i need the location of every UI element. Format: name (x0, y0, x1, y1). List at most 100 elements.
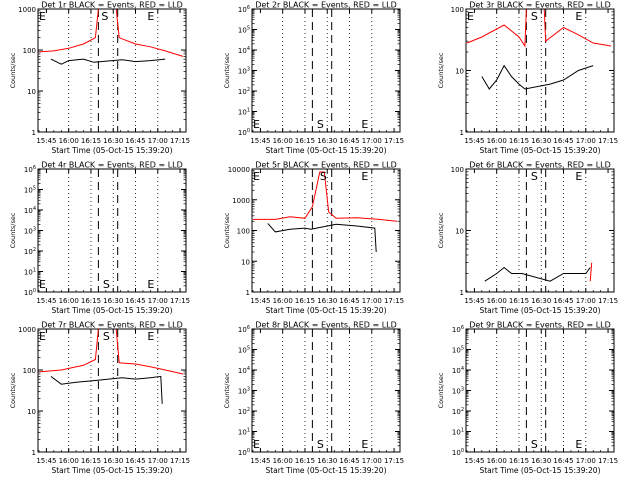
x-tick-label: 16:00 (59, 137, 79, 145)
marker-e: E (361, 170, 368, 183)
x-tick-label: 16:00 (59, 297, 79, 305)
marker-s: S (531, 10, 538, 23)
marker-s: S (531, 170, 538, 183)
marker-s: S (531, 438, 538, 451)
marker-e: E (39, 330, 46, 343)
x-axis-label: Start Time (05-Oct-15 15:39:20) (265, 146, 386, 155)
y-tick-label: 106 (238, 325, 250, 334)
y-tick-label: 10 (27, 408, 36, 416)
panel-det-1r: Det 1r BLACK = Events, RED = LLD 1 10 100 10… (9, 1, 190, 156)
y-tick-label: 100 (237, 228, 250, 236)
marker-s: S (320, 170, 327, 183)
marker-e: E (39, 10, 46, 23)
x-tick-label: 16:15 (509, 297, 529, 305)
y-tick-label: 103 (24, 227, 36, 236)
x-tick-label: 16:45 (553, 137, 573, 145)
y-tick-label: 10 (455, 228, 464, 236)
x-tick-label: 16:15 (295, 297, 315, 305)
marker-s: S (103, 278, 110, 291)
y-tick-label: 102 (24, 247, 36, 256)
x-tick-label: 17:00 (576, 297, 596, 305)
panel-det-8r: Det 8r BLACK = Events, RED = LLD 100 101 10… (223, 321, 404, 476)
x-tick-label: 15:45 (464, 457, 484, 465)
x-axis-label: Start Time (05-Oct-15 15:39:20) (51, 146, 172, 155)
x-axis-label: Start Time (05-Oct-15 15:39:20) (51, 466, 172, 475)
x-tick-label: 16:45 (339, 137, 359, 145)
lld-series-line (253, 171, 398, 222)
x-tick-label: 16:45 (553, 297, 573, 305)
x-tick-label: 16:30 (531, 297, 551, 305)
y-tick-label: 1 (32, 129, 36, 137)
y-tick-label: 1000 (18, 326, 36, 334)
x-tick-label: 16:00 (487, 137, 507, 145)
y-tick-label: 10 (27, 88, 36, 96)
y-tick-label: 105 (24, 186, 36, 195)
panel-det-3r: Det 3r BLACK = Events, RED = LLD 1 10 100 15… (437, 1, 618, 156)
x-tick-label: 16:00 (59, 457, 79, 465)
y-tick-label: 106 (452, 325, 464, 334)
x-tick-label: 16:15 (81, 137, 101, 145)
y-tick-label: 100 (238, 128, 250, 137)
plot-frame (37, 328, 187, 453)
x-tick-label: 17:15 (598, 297, 618, 305)
marker-e: E (575, 170, 582, 183)
panel-title: Det 6r BLACK = Events, RED = LLD (469, 161, 611, 170)
events-series-line (484, 266, 591, 282)
x-tick-label: 16:15 (509, 137, 529, 145)
y-tick-label: 103 (238, 67, 250, 76)
panel-title: Det 4r BLACK = Events, RED = LLD (41, 161, 183, 170)
y-tick-label: 101 (238, 108, 250, 117)
x-tick-label: 16:30 (317, 457, 337, 465)
y-axis-label: Counts/sec (9, 52, 17, 88)
x-tick-label: 15:45 (36, 457, 56, 465)
marker-s: S (317, 438, 324, 451)
x-tick-label: 16:30 (103, 137, 123, 145)
y-axis-label: Counts/sec (223, 372, 231, 408)
y-tick-label: 102 (452, 407, 464, 416)
x-tick-label: 16:45 (125, 297, 145, 305)
y-tick-label: 1000 (18, 6, 36, 14)
x-tick-label: 16:30 (103, 457, 123, 465)
x-tick-label: 16:15 (81, 297, 101, 305)
x-tick-label: 16:45 (339, 297, 359, 305)
y-tick-label: 104 (24, 206, 36, 215)
panel-det-5r: Det 5r BLACK = Events, RED = LLD 1 10 100 10… (223, 161, 404, 316)
x-tick-label: 16:15 (509, 457, 529, 465)
y-tick-label: 100 (23, 367, 36, 375)
y-tick-label: 104 (452, 366, 464, 375)
x-tick-label: 16:30 (317, 297, 337, 305)
marker-e: E (253, 438, 260, 451)
y-tick-label: 101 (238, 428, 250, 437)
x-tick-label: 15:45 (250, 137, 270, 145)
x-tick-label: 17:00 (362, 137, 382, 145)
y-axis-label: Counts/sec (223, 52, 231, 88)
x-tick-label: 16:00 (273, 297, 293, 305)
lld-series-line (38, 328, 184, 375)
panel-title: Det 7r BLACK = Events, RED = LLD (41, 321, 183, 330)
marker-e: E (147, 10, 154, 23)
y-axis-label: Counts/sec (437, 372, 445, 408)
y-tick-label: 105 (238, 346, 250, 355)
x-tick-label: 16:30 (103, 297, 123, 305)
y-axis-label: Counts/sec (437, 52, 445, 88)
x-tick-label: 17:15 (170, 137, 190, 145)
marker-e: E (147, 278, 154, 291)
x-tick-label: 17:15 (170, 297, 190, 305)
marker-e: E (39, 278, 46, 291)
lld-series-line (38, 8, 184, 57)
lld-series-line (466, 8, 612, 48)
x-axis-label: Start Time (05-Oct-15 15:39:20) (265, 466, 386, 475)
x-tick-label: 15:45 (464, 297, 484, 305)
marker-e: E (253, 170, 260, 183)
x-tick-label: 17:00 (148, 137, 168, 145)
x-tick-label: 16:45 (125, 457, 145, 465)
y-tick-label: 100 (451, 166, 464, 174)
plot-frame (465, 328, 615, 453)
panel-det-2r: Det 2r BLACK = Events, RED = LLD 100 101 10… (223, 1, 404, 156)
events-series-line (267, 223, 377, 253)
y-tick-label: 10 (455, 68, 464, 76)
y-tick-label: 1 (460, 289, 464, 297)
x-tick-label: 16:30 (317, 137, 337, 145)
y-axis-label: Counts/sec (223, 212, 231, 248)
